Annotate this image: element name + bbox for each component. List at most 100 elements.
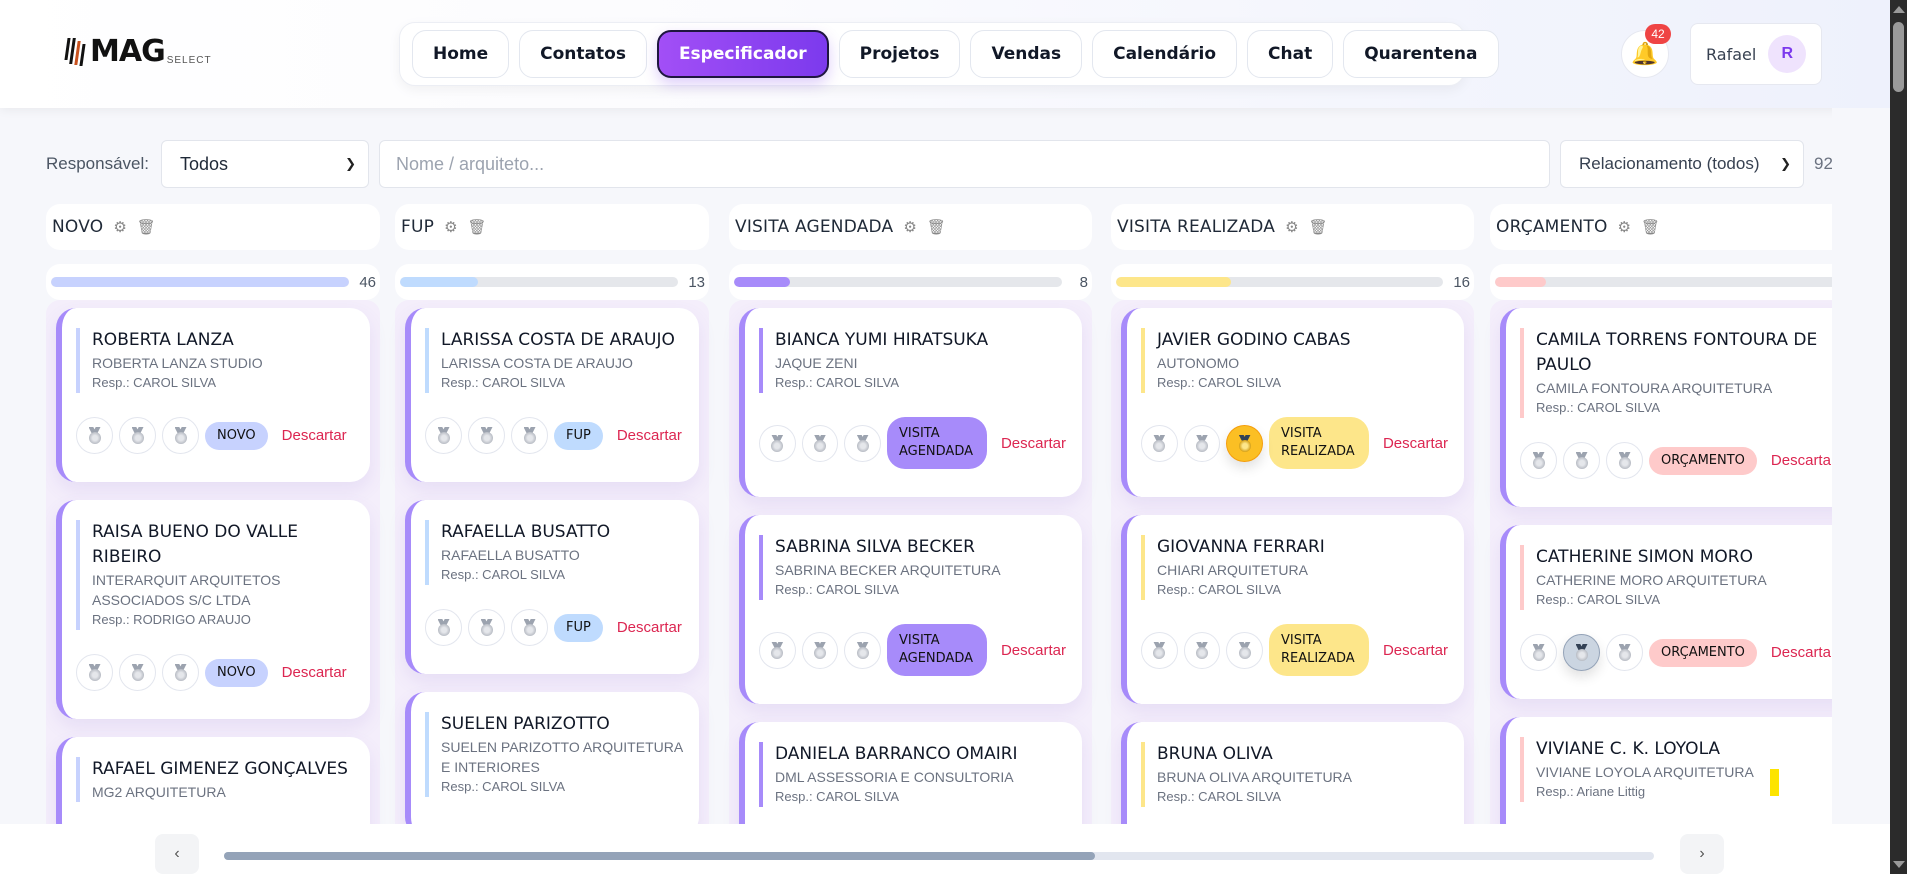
lead-card[interactable]: VIVIANE C. K. LOYOLA VIVIANE LOYOLA ARQU… bbox=[1500, 717, 1832, 824]
medal-icon[interactable] bbox=[759, 424, 796, 462]
nav-vendas[interactable]: Vendas bbox=[970, 30, 1083, 78]
scroll-right-button[interactable]: › bbox=[1680, 834, 1724, 874]
nav-calendario[interactable]: Calendário bbox=[1092, 30, 1238, 78]
lead-card[interactable]: SUELEN PARIZOTTO SUELEN PARIZOTTO ARQUIT… bbox=[405, 692, 699, 824]
lead-card[interactable]: BIANCA YUMI HIRATSUKA JAQUE ZENI Resp.: … bbox=[739, 308, 1082, 497]
scroll-down-arrow-icon[interactable] bbox=[1893, 861, 1905, 868]
horizontal-scroll-thumb[interactable] bbox=[224, 852, 1095, 860]
discard-button[interactable]: Descartar bbox=[1770, 644, 1832, 661]
lead-card[interactable]: JAVIER GODINO CABAS AUTONOMO Resp.: CARO… bbox=[1121, 308, 1464, 497]
medal-icon[interactable] bbox=[1563, 442, 1600, 479]
status-badge[interactable]: VISITA AGENDADA bbox=[886, 624, 987, 676]
trash-icon[interactable]: 🗑 bbox=[1641, 219, 1661, 236]
status-badge[interactable]: NOVO bbox=[205, 658, 268, 687]
status-badge[interactable]: ORÇAMENTO bbox=[1649, 446, 1757, 475]
status-badge[interactable]: VISITA REALIZADA bbox=[1268, 417, 1369, 469]
notification-count-badge: 42 bbox=[1645, 24, 1671, 44]
lead-card[interactable]: RAFAELLA BUSATTO RAFAELLA BUSATTO Resp.:… bbox=[405, 500, 699, 674]
column-progress: 13 bbox=[395, 264, 709, 300]
medal-icon[interactable] bbox=[801, 631, 839, 669]
medal-icon[interactable] bbox=[119, 654, 156, 691]
column-cards: LARISSA COSTA DE ARAUJO LARISSA COSTA DE… bbox=[395, 300, 709, 824]
lead-card[interactable]: CAMILA TORRENS FONTOURA DE PAULO CAMILA … bbox=[1500, 308, 1832, 507]
discard-button[interactable]: Descartar bbox=[1382, 434, 1448, 452]
lead-card[interactable]: SABRINA SILVA BECKER SABRINA BECKER ARQU… bbox=[739, 515, 1082, 704]
search-input[interactable] bbox=[379, 140, 1551, 188]
medal-icon[interactable] bbox=[511, 417, 548, 454]
responsavel-select[interactable]: Todos ❯ bbox=[161, 140, 370, 188]
lead-card[interactable]: BRUNA OLIVA BRUNA OLIVA ARQUITETURA Resp… bbox=[1121, 722, 1464, 824]
medal-icon[interactable] bbox=[119, 417, 156, 454]
medal-icon[interactable] bbox=[1183, 424, 1221, 462]
lead-card[interactable]: DANIELA BARRANCO OMAIRI DML ASSESSORIA E… bbox=[739, 722, 1082, 824]
medal-icon[interactable] bbox=[1563, 634, 1600, 671]
lead-card[interactable]: CATHERINE SIMON MORO CATHERINE MORO ARQU… bbox=[1500, 525, 1832, 699]
trash-icon[interactable]: 🗑 bbox=[467, 219, 487, 236]
trash-icon[interactable]: 🗑 bbox=[926, 219, 946, 236]
status-badge[interactable]: NOVO bbox=[205, 421, 268, 450]
trash-icon[interactable]: 🗑 bbox=[1308, 219, 1328, 236]
medal-icon[interactable] bbox=[844, 631, 881, 669]
mag-select-logo[interactable]: MAG SELECT bbox=[64, 37, 212, 67]
medal-icon[interactable] bbox=[76, 417, 113, 454]
medal-icon[interactable] bbox=[511, 609, 548, 646]
medal-icon[interactable] bbox=[76, 654, 113, 691]
medal-icon[interactable] bbox=[425, 417, 462, 454]
discard-button[interactable]: Descartar bbox=[1382, 641, 1448, 659]
gear-icon[interactable]: ⚙ bbox=[1617, 219, 1631, 236]
status-badge[interactable]: VISITA REALIZADA bbox=[1268, 624, 1369, 676]
nav-especificador[interactable]: Especificador bbox=[656, 30, 829, 78]
vertical-scrollbar[interactable] bbox=[1890, 0, 1907, 874]
medal-icon[interactable] bbox=[425, 609, 462, 646]
medal-icon[interactable] bbox=[759, 631, 796, 669]
status-badge[interactable]: FUP bbox=[554, 421, 603, 450]
nav-quarentena[interactable]: Quarentena bbox=[1343, 30, 1499, 78]
nav-home[interactable]: Home bbox=[412, 30, 510, 78]
status-badge[interactable]: ORÇAMENTO bbox=[1649, 638, 1757, 667]
gear-icon[interactable]: ⚙ bbox=[113, 219, 127, 236]
scroll-left-button[interactable]: ‹ bbox=[155, 834, 199, 874]
status-badge[interactable]: FUP bbox=[554, 613, 603, 642]
discard-button[interactable]: Descartar bbox=[281, 427, 347, 444]
medal-icon[interactable] bbox=[162, 417, 199, 454]
relacionamento-select[interactable]: Relacionamento (todos) ❯ bbox=[1560, 140, 1805, 188]
gear-icon[interactable]: ⚙ bbox=[444, 219, 458, 236]
medal-icon[interactable] bbox=[468, 609, 505, 646]
scroll-up-arrow-icon[interactable] bbox=[1893, 6, 1905, 13]
user-menu[interactable]: Rafael R bbox=[1690, 23, 1822, 85]
medal-icon[interactable] bbox=[468, 417, 505, 454]
trash-icon[interactable]: 🗑 bbox=[136, 219, 156, 236]
medal-icon[interactable] bbox=[1606, 442, 1643, 479]
discard-button[interactable]: Descartar bbox=[1000, 434, 1066, 452]
lead-card[interactable]: ROBERTA LANZA ROBERTA LANZA STUDIO Resp.… bbox=[56, 308, 370, 482]
gear-icon[interactable]: ⚙ bbox=[1285, 219, 1299, 236]
medal-icon[interactable] bbox=[1606, 634, 1643, 671]
nav-chat[interactable]: Chat bbox=[1247, 30, 1334, 78]
medal-icon[interactable] bbox=[1183, 631, 1221, 669]
discard-button[interactable]: Descartar bbox=[1000, 641, 1066, 659]
medal-icon[interactable] bbox=[801, 424, 839, 462]
horizontal-scrollbar[interactable] bbox=[224, 852, 1654, 860]
medal-icon[interactable] bbox=[1141, 631, 1178, 669]
nav-contatos[interactable]: Contatos bbox=[519, 30, 647, 78]
medal-icon[interactable] bbox=[1226, 424, 1263, 462]
discard-button[interactable]: Descartar bbox=[616, 619, 682, 636]
gear-icon[interactable]: ⚙ bbox=[903, 219, 917, 236]
lead-card[interactable]: LARISSA COSTA DE ARAUJO LARISSA COSTA DE… bbox=[405, 308, 699, 482]
status-badge[interactable]: VISITA AGENDADA bbox=[886, 417, 987, 469]
medal-icon[interactable] bbox=[1226, 631, 1263, 669]
vertical-scroll-thumb[interactable] bbox=[1893, 22, 1904, 92]
medal-icon[interactable] bbox=[1141, 424, 1178, 462]
medal-icon[interactable] bbox=[1520, 634, 1557, 671]
nav-projetos[interactable]: Projetos bbox=[838, 30, 961, 78]
discard-button[interactable]: Descartar bbox=[281, 664, 347, 681]
discard-button[interactable]: Descartar bbox=[1770, 452, 1832, 469]
medal-icon[interactable] bbox=[162, 654, 199, 691]
lead-card[interactable]: RAFAEL GIMENEZ GONÇALVES MG2 ARQUITETURA bbox=[56, 737, 370, 824]
lead-card[interactable]: GIOVANNA FERRARI CHIARI ARQUITETURA Resp… bbox=[1121, 515, 1464, 704]
lead-card[interactable]: RAISA BUENO DO VALLE RIBEIRO INTERARQUIT… bbox=[56, 500, 370, 719]
medal-icon[interactable] bbox=[1520, 442, 1557, 479]
medal-icon[interactable] bbox=[844, 424, 881, 462]
discard-button[interactable]: Descartar bbox=[616, 427, 682, 444]
bell-icon: 🔔 bbox=[1631, 41, 1659, 66]
